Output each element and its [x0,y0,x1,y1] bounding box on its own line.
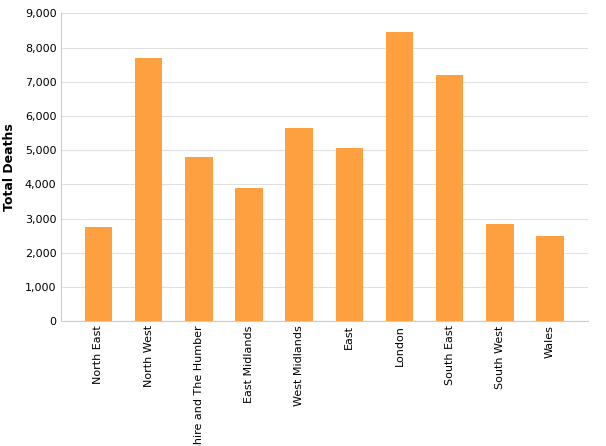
Bar [85,227,112,321]
Bar [336,149,363,321]
Bar [185,157,213,321]
Bar [385,32,413,321]
Bar [486,223,514,321]
Bar [135,58,162,321]
Y-axis label: Total Deaths: Total Deaths [4,124,16,211]
Bar [285,128,313,321]
Bar [536,235,564,321]
Bar [436,75,464,321]
Bar [235,188,263,321]
